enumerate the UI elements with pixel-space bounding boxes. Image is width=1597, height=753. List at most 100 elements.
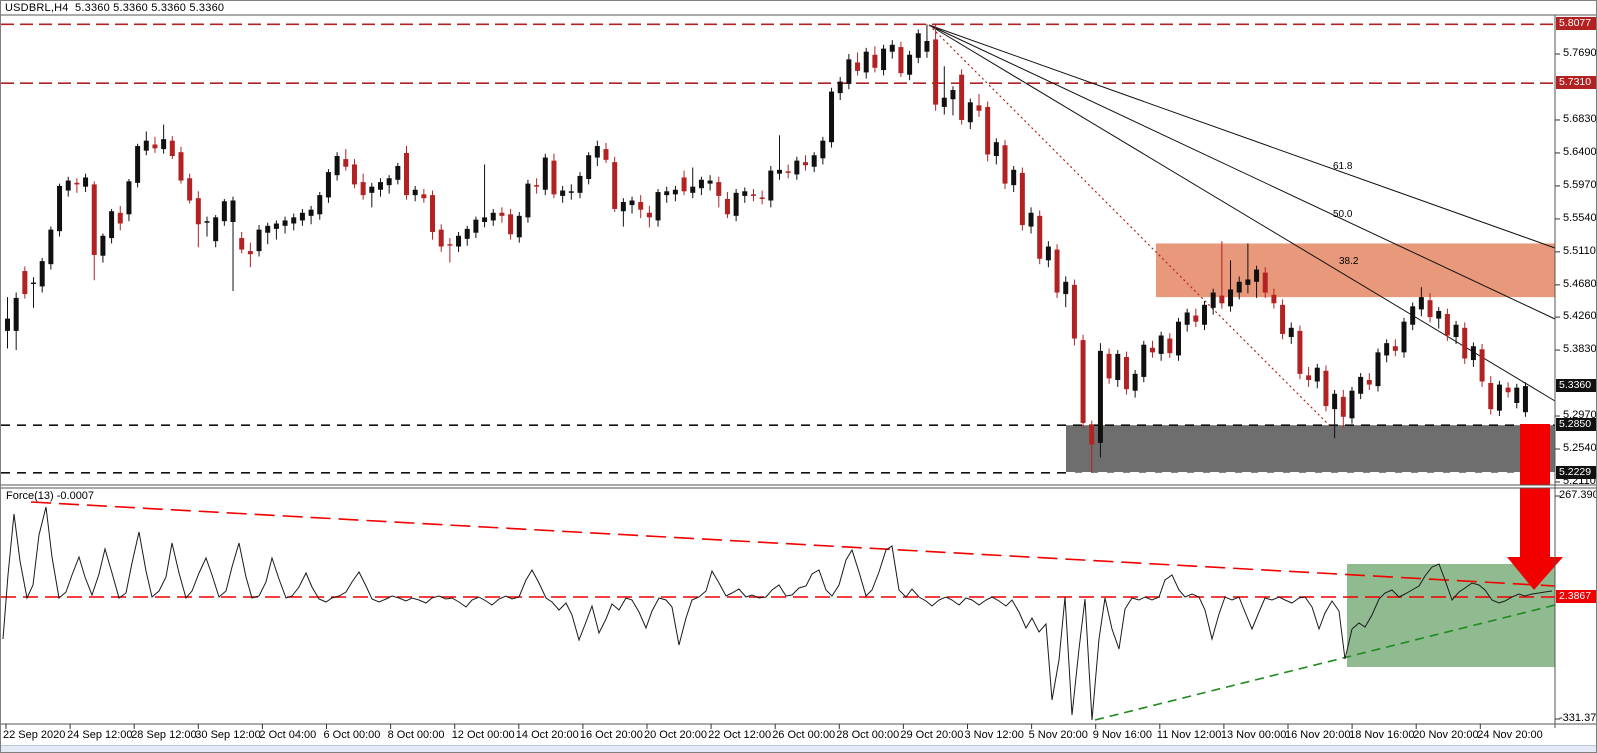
candle-body xyxy=(1479,349,1485,382)
candle-body xyxy=(126,181,132,215)
candle-body xyxy=(664,191,670,196)
candle-body xyxy=(568,191,574,193)
time-axis-label[interactable]: 24 Nov 20:00 xyxy=(1477,729,1543,741)
candle-body xyxy=(638,202,644,210)
candle-body xyxy=(941,97,947,107)
time-axis-label[interactable]: 9 Nov 16:00 xyxy=(1092,729,1153,741)
candle-body xyxy=(1514,387,1520,403)
time-axis-label[interactable]: 13 Nov 00:00 xyxy=(1220,729,1287,741)
time-axis-label[interactable]: 30 Sep 12:00 xyxy=(195,729,261,741)
candle-body xyxy=(1236,281,1242,293)
fib-fan-line-38.2[interactable] xyxy=(928,24,1556,402)
time-axis-label[interactable]: 28 Sep 12:00 xyxy=(131,729,197,741)
candle-body xyxy=(950,90,956,100)
red-force-trendline[interactable] xyxy=(30,501,1556,587)
candle-body xyxy=(672,189,678,195)
time-axis-label[interactable]: 16 Nov 20:00 xyxy=(1285,729,1351,741)
candle-body xyxy=(1149,347,1155,353)
time-axis-label[interactable]: 24 Sep 12:00 xyxy=(67,729,133,741)
time-axis-label[interactable]: 8 Oct 00:00 xyxy=(387,729,445,741)
candle-body xyxy=(308,209,314,216)
time-axis-label[interactable]: 16 Oct 20:00 xyxy=(579,729,643,741)
candle-body xyxy=(898,47,904,74)
time-axis-label[interactable]: 20 Nov 20:00 xyxy=(1413,729,1479,741)
candle-body xyxy=(109,211,115,239)
big-down-arrow-body-upper[interactable] xyxy=(1520,424,1550,485)
big-down-arrow-body-lower[interactable] xyxy=(1520,488,1550,557)
time-axis-label[interactable]: 6 Oct 00:00 xyxy=(323,729,381,741)
candle-body xyxy=(846,59,852,84)
dotted-trendline[interactable] xyxy=(928,24,1330,426)
price-axis-label: 5.6400 xyxy=(1563,145,1597,158)
candle-body xyxy=(1106,353,1112,379)
candle-body xyxy=(195,198,201,225)
candle-body xyxy=(837,81,843,94)
candle-body xyxy=(1080,340,1086,423)
candle-body xyxy=(473,219,479,233)
candle-body xyxy=(438,229,444,247)
candle-body xyxy=(733,192,739,216)
candlesticks xyxy=(5,24,1528,473)
candle-body xyxy=(594,146,600,158)
candle-body xyxy=(560,190,566,196)
time-axis-label[interactable]: 28 Oct 00:00 xyxy=(836,729,900,741)
candle-body xyxy=(542,157,548,190)
candle-body xyxy=(1401,321,1407,353)
candle-body xyxy=(239,238,245,250)
force-axis-label: 267.3908 xyxy=(1559,489,1596,501)
time-axis-label[interactable]: 29 Oct 20:00 xyxy=(900,729,964,741)
price-axis-label: 5.2970 xyxy=(1563,409,1597,422)
time-axis-label[interactable]: 5 Nov 20:00 xyxy=(1028,729,1088,741)
big-down-arrow-head[interactable] xyxy=(1507,557,1563,590)
price-axis-label: 5.6830 xyxy=(1563,112,1597,125)
candle-body xyxy=(204,221,210,223)
candle-body xyxy=(213,217,219,242)
force-index-line xyxy=(2,506,1553,721)
time-axis-label[interactable]: 2 Oct 04:00 xyxy=(259,729,317,741)
time-axis-label[interactable]: 3 Nov 12:00 xyxy=(964,729,1024,741)
green-divergence-trendline[interactable] xyxy=(1094,604,1556,721)
candle-body xyxy=(889,44,895,52)
fib-fan-line-50.0[interactable] xyxy=(928,24,1556,320)
time-axis-label[interactable]: 22 Sep 2020 xyxy=(3,729,66,741)
candle-body xyxy=(1314,367,1320,382)
candle-body xyxy=(395,165,401,180)
price-axis-label: 5.2540 xyxy=(1563,441,1597,454)
candle-body xyxy=(976,105,982,111)
candle-body xyxy=(447,244,453,246)
time-axis-label[interactable]: 18 Nov 16:00 xyxy=(1349,729,1415,741)
candle-body xyxy=(768,170,774,201)
candle-body xyxy=(1210,292,1216,308)
candle-body xyxy=(117,212,123,224)
candle-body xyxy=(325,172,331,198)
candle-body xyxy=(1054,249,1060,293)
candle-body xyxy=(1366,379,1372,385)
candle-body xyxy=(1175,321,1181,356)
time-axis-label[interactable]: 22 Oct 12:00 xyxy=(708,729,772,741)
time-axis-label[interactable]: 20 Oct 20:00 xyxy=(644,729,707,741)
candle-body xyxy=(1349,390,1355,419)
candle-body xyxy=(499,212,505,216)
candle-body xyxy=(1496,384,1502,411)
candle-body xyxy=(65,180,71,191)
time-axis-label[interactable]: 14 Oct 20:00 xyxy=(515,729,579,741)
candle-body xyxy=(178,152,184,181)
candle-body xyxy=(1245,279,1251,285)
candle-body xyxy=(959,74,965,120)
candle-body xyxy=(143,140,149,151)
candle-body xyxy=(456,235,462,247)
candle-body xyxy=(490,212,496,221)
candle-body xyxy=(803,162,809,166)
candle-body xyxy=(551,160,557,195)
time-axis-label[interactable]: 26 Oct 00:00 xyxy=(772,729,836,741)
fib-fan-line-61.8[interactable] xyxy=(928,24,1556,249)
candle-body xyxy=(655,192,661,221)
time-axis-label[interactable]: 12 Oct 00:00 xyxy=(451,729,515,741)
candle-body xyxy=(750,194,756,196)
force-indicator-label: Force(13) -0.0007 xyxy=(6,490,95,502)
time-axis-label[interactable]: 11 Nov 12:00 xyxy=(1156,729,1222,741)
candle-body xyxy=(1271,294,1277,304)
candle-body xyxy=(169,140,175,157)
